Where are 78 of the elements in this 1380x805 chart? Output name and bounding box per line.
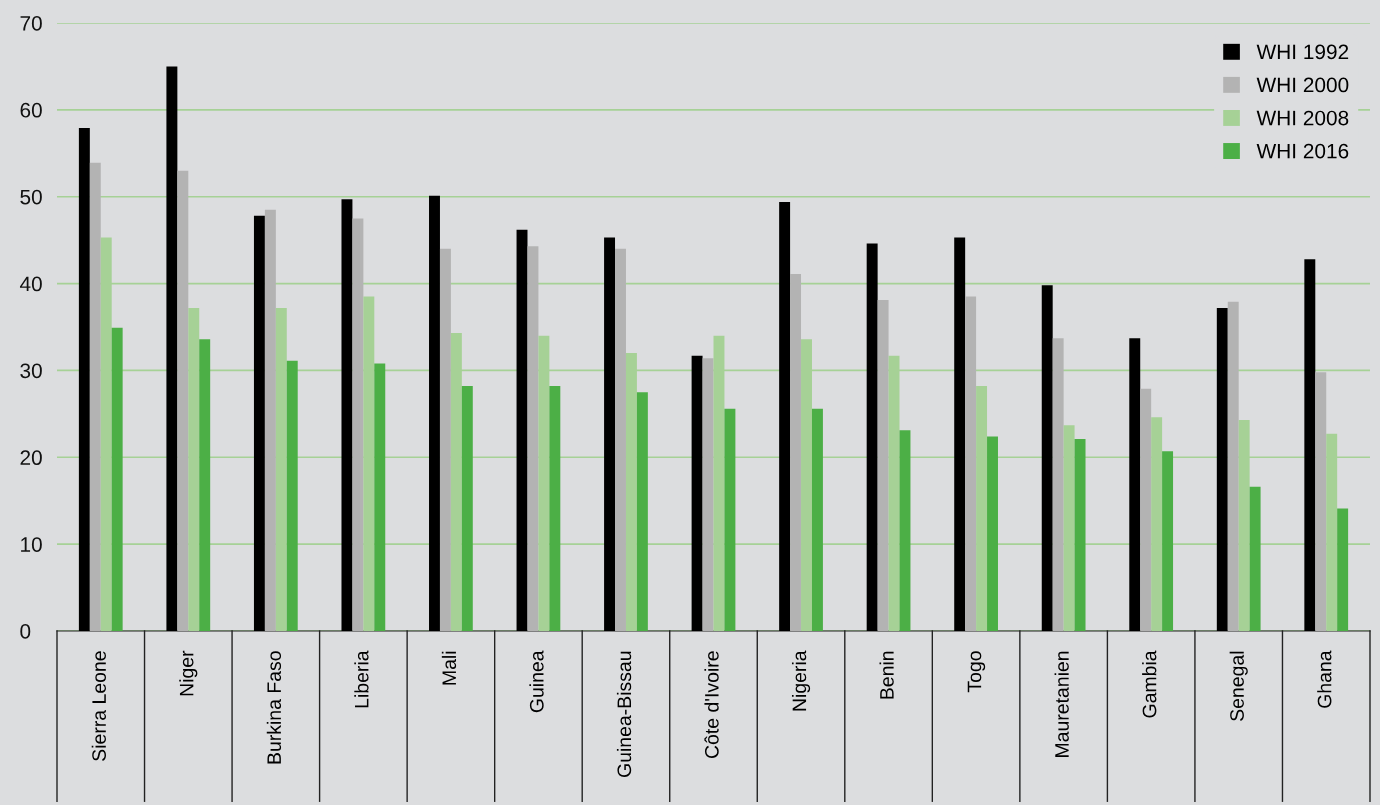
legend-label: WHI 2008 (1256, 110, 1349, 126)
bar (1063, 425, 1075, 631)
bar (987, 436, 998, 631)
bar (899, 430, 911, 631)
x-tick-label: Gambia (1142, 650, 1157, 718)
bar (374, 363, 386, 631)
bar (976, 386, 988, 631)
bar (1041, 285, 1053, 631)
bar (363, 296, 375, 631)
bar (253, 215, 265, 631)
bar (702, 358, 714, 631)
y-tick-label: 50 (20, 189, 42, 205)
x-tick-label: Sierra Leone (91, 651, 106, 761)
y-tick-label: 30 (20, 363, 42, 379)
bar (352, 218, 364, 631)
legend-label: WHI 2000 (1256, 77, 1349, 93)
bar (1074, 439, 1086, 631)
bar (516, 229, 528, 631)
legend-label: WHI 2016 (1256, 143, 1349, 159)
bar (275, 307, 287, 631)
x-tick-label: Senegal (1229, 651, 1248, 721)
bar (1315, 372, 1327, 631)
bar (199, 339, 211, 631)
bar (1052, 338, 1064, 631)
y-tick-label: 0 (20, 624, 31, 639)
bar (877, 300, 889, 631)
bar (429, 195, 440, 631)
bar (78, 128, 90, 631)
bar (604, 237, 616, 631)
x-tick-label: Togo (967, 651, 986, 693)
x-tick-label: Liberia (354, 650, 369, 708)
bar (954, 237, 966, 631)
bar (1162, 451, 1174, 631)
bar (549, 386, 561, 631)
bar (1151, 417, 1163, 631)
bar (779, 201, 791, 631)
x-tick-label: Nigeria (791, 650, 811, 711)
bar (166, 66, 178, 631)
bar (1140, 388, 1152, 631)
bar (790, 274, 802, 631)
y-tick-label: 10 (21, 537, 42, 552)
bar (866, 243, 878, 631)
y-tick-label: 40 (19, 276, 42, 292)
bar (1337, 508, 1349, 631)
x-tick-label: Guinea (529, 650, 544, 713)
bar (1216, 307, 1228, 631)
y-tick-label: 70 (20, 16, 42, 31)
bar (264, 209, 276, 631)
x-tick-label: Ghana (1317, 650, 1332, 708)
bar (111, 327, 123, 631)
bar (724, 408, 736, 631)
y-tick-label: 60 (20, 102, 42, 118)
x-tick-label: Côte d'Ivoire (704, 651, 719, 758)
x-tick-label: Burkina Faso (266, 651, 282, 764)
bar (1227, 301, 1239, 631)
x-tick-label: Mauretanien (1054, 651, 1069, 757)
bar (811, 408, 823, 631)
bar (188, 307, 200, 631)
bar (1249, 486, 1261, 631)
x-tick-label: Guinea-Bissau (616, 651, 632, 777)
bar (691, 355, 703, 631)
bar (527, 246, 539, 631)
bar (461, 386, 473, 631)
bar (615, 248, 626, 631)
bar (1304, 259, 1316, 631)
bar (286, 360, 298, 631)
bar (636, 392, 648, 631)
x-tick-label: Benin (879, 651, 894, 699)
bar (177, 170, 189, 631)
bar (439, 248, 451, 631)
bar (89, 162, 101, 631)
x-tick-label: Mali (441, 651, 457, 685)
legend-label: WHI 1992 (1256, 44, 1349, 60)
bar (341, 199, 353, 631)
x-tick-label: Niger (179, 650, 198, 696)
bar (1129, 338, 1141, 631)
bar (965, 296, 977, 631)
y-tick-label: 20 (20, 450, 42, 466)
